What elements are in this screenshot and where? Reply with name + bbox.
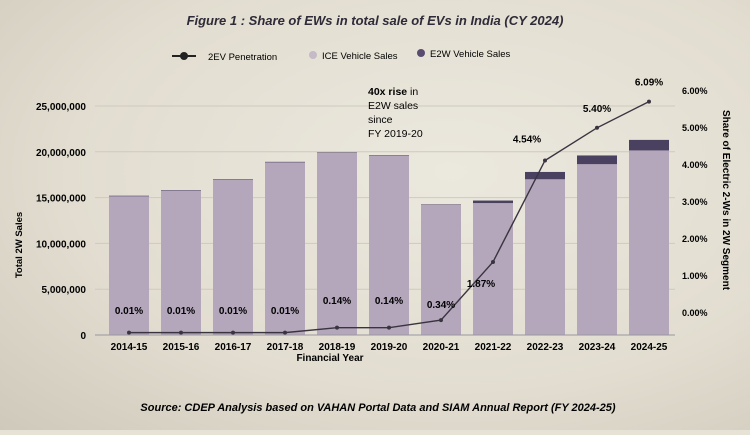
penetration-point [283,330,287,335]
y-tick-label: 0 [80,331,86,342]
x-tick-label: 2023-24 [579,342,616,353]
data-label: 0.01% [271,306,299,317]
x-tick-label: 2020-21 [423,342,460,353]
bar-e2w [369,155,409,156]
x-tick-label: 2015-16 [163,342,200,353]
bar-e2w [629,139,669,151]
bar-e2w [577,155,617,165]
annotation: 40x rise in E2W sales since FY 2019-20 [368,86,423,140]
y2-tick-label: 6.00% [682,86,708,96]
bar-ice [213,179,253,335]
bar-e2w [161,190,201,191]
x-tick-label: 2014-15 [111,342,148,353]
y2-tick-label: 2.00% [682,234,708,244]
bar-e2w [109,195,149,197]
bar-e2w [473,200,513,204]
data-label: 0.34% [427,300,455,311]
source-note: Source: CDEP Analysis based on VAHAN Por… [140,402,615,414]
penetration-point [179,330,183,335]
bar-e2w [317,152,357,153]
annotation-line-3: since [368,114,393,126]
chart-title: Figure 1 : Share of EWs in total sale of… [187,13,564,28]
bar-e2w [421,204,461,205]
annotation-text: in [410,86,418,98]
bar-e2w [213,179,253,180]
data-label: 6.09% [635,78,663,89]
bar-ice [265,161,305,335]
data-label: 0.01% [167,306,195,317]
penetration-point [127,330,131,335]
legend-label-ice: ICE Vehicle Sales [322,51,398,62]
x-axis-title: Financial Year [296,353,363,364]
y2-tick-label: 5.00% [682,123,708,133]
bar-e2w [525,171,565,180]
penetration-point [439,318,443,323]
legend: 2EV Penetration ICE Vehicle Sales E2W Ve… [172,49,511,63]
bar-ice [161,190,201,335]
data-label: 0.01% [219,306,247,317]
x-tick-label: 2024-25 [631,342,668,353]
penetration-point [387,325,391,330]
penetration-point [335,325,339,330]
bar-ice [525,179,565,335]
bar-ice [577,164,617,335]
data-label: 0.01% [115,306,143,317]
y-tick-label: 5,000,000 [42,285,87,296]
data-label: 4.54% [513,134,541,145]
y-tick-label: 20,000,000 [36,148,86,159]
penetration-point [595,125,599,130]
x-tick-label: 2019-20 [371,342,408,353]
legend-e2w-swatch [417,49,425,57]
x-tick-label: 2022-23 [527,342,564,353]
annotation-line-2: E2W sales [368,100,418,112]
y2-tick-label: 3.00% [682,197,708,207]
bar-e2w [265,161,305,163]
bar-ice [421,204,461,335]
bar-ice [109,195,149,335]
y-tick-label: 15,000,000 [36,194,86,205]
penetration-point [543,158,547,163]
y-tick-label: 10,000,000 [36,239,86,250]
x-tick-label: 2017-18 [267,342,304,353]
y-tick-label: 25,000,000 [36,102,86,113]
bar-ice [369,155,409,335]
penetration-point [491,259,495,264]
y2-tick-label: 0.00% [682,308,708,318]
bar-ice [317,152,357,335]
legend-ice-swatch [309,51,317,59]
legend-label-penetration: 2EV Penetration [208,52,277,63]
x-tick-label: 2021-22 [475,342,512,353]
y2-tick-label: 4.00% [682,160,708,170]
legend-line-dot [180,52,188,60]
data-label: 0.14% [375,296,403,307]
legend-label-e2w: E2W Vehicle Sales [430,49,511,60]
data-label: 5.40% [583,104,611,115]
x-tick-label: 2018-19 [319,342,356,353]
y2-tick-label: 1.00% [682,271,708,281]
penetration-point [231,330,235,335]
annotation-line-1: 40x rise in [368,86,418,98]
bar-ice [629,150,669,335]
data-label: 0.14% [323,296,351,307]
data-label: 1.87% [467,279,495,290]
x-tick-label: 2016-17 [215,342,252,353]
bar-ice [473,203,513,335]
y2-axis-title: Share of Electric 2-Ws in 2W Segment [720,110,731,291]
penetration-point [647,99,651,104]
annotation-line-4: FY 2019-20 [368,128,423,140]
annotation-bold: 40x rise [368,86,407,98]
y-axis-title: Total 2W Sales [14,212,25,278]
